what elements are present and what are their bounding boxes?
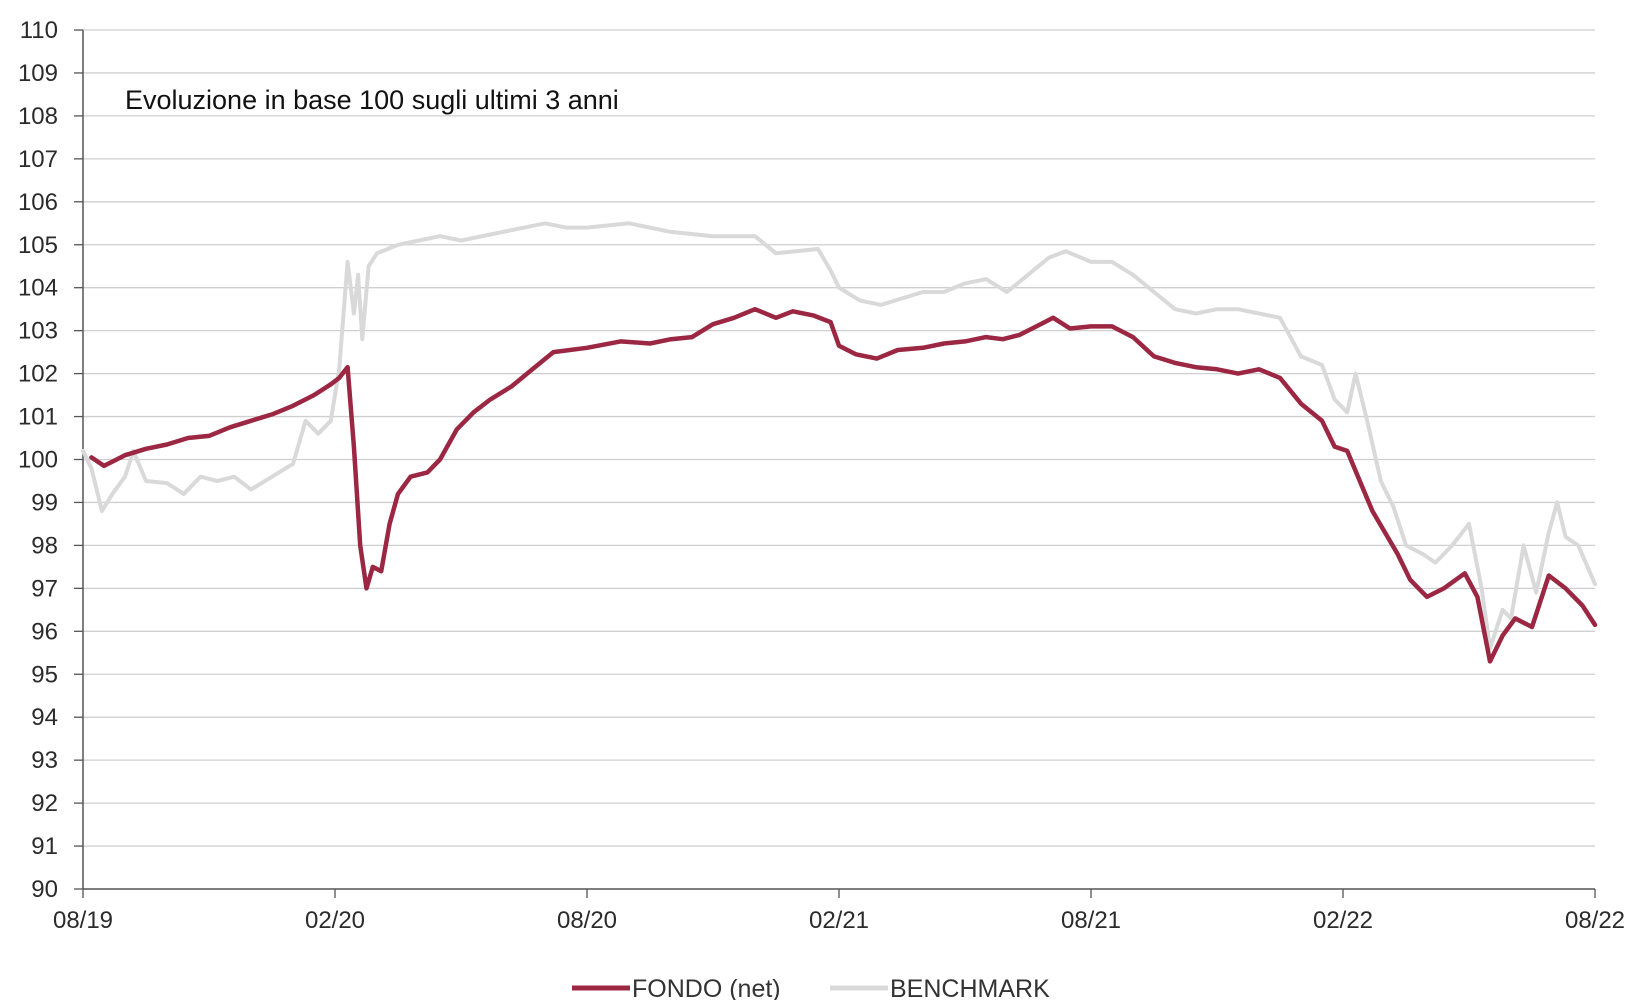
y-tick-label-98: 98 — [31, 532, 58, 559]
legend-item-benchmark: BENCHMARK — [830, 975, 1050, 1000]
series-line-benchmark — [81, 221, 1597, 651]
y-tick-label-94: 94 — [31, 704, 58, 731]
x-tick-label-02-21: 02/21 — [809, 907, 869, 934]
x-tick-label-02-22: 02/22 — [1313, 907, 1373, 934]
y-tick-label-108: 108 — [18, 103, 58, 130]
y-tick-label-91: 91 — [31, 833, 58, 860]
chart-title: Evoluzione in base 100 sugli ultimi 3 an… — [125, 85, 619, 115]
x-tick-label-08-19: 08/19 — [53, 907, 113, 934]
legend-label-fondo: FONDO (net) — [632, 975, 781, 1000]
y-tick-label-92: 92 — [31, 790, 58, 817]
x-tick-label-08-21: 08/21 — [1061, 907, 1121, 934]
x-axis-ticks — [82, 889, 1596, 898]
y-tick-label-110: 110 — [20, 17, 58, 44]
y-tick-label-106: 106 — [18, 189, 58, 216]
y-tick-label-103: 103 — [18, 318, 58, 345]
x-tick-label-08-22: 08/22 — [1565, 907, 1625, 934]
y-tick-label-101: 101 — [18, 404, 58, 431]
y-axis-labels: 90 91 92 93 94 95 96 97 98 99 100 101 102 103 104 105 10… — [18, 17, 58, 903]
series-line-fondo — [89, 306, 1598, 664]
x-tick-label-08-20: 08/20 — [557, 907, 617, 934]
y-tick-label-90: 90 — [31, 876, 58, 903]
y-tick-label-97: 97 — [31, 575, 58, 602]
y-tick-label-109: 109 — [18, 60, 58, 87]
y-tick-label-99: 99 — [31, 489, 58, 516]
legend-label-benchmark: BENCHMARK — [890, 975, 1050, 1000]
y-tick-label-107: 107 — [18, 146, 58, 173]
y-tick-label-104: 104 — [18, 275, 58, 302]
legend-item-fondo: FONDO (net) — [572, 975, 781, 1000]
y-tick-label-100: 100 — [18, 447, 58, 474]
y-tick-label-102: 102 — [18, 361, 58, 388]
x-axis-labels: 08/19 02/20 08/20 02/21 08/21 02/22 08/22 — [53, 907, 1625, 934]
series-layer — [81, 221, 1598, 664]
y-tick-label-96: 96 — [31, 618, 58, 645]
y-tick-label-95: 95 — [31, 661, 58, 688]
gridlines — [74, 29, 1595, 890]
y-tick-label-105: 105 — [18, 232, 58, 259]
y-tick-label-93: 93 — [31, 747, 58, 774]
x-tick-label-02-20: 02/20 — [305, 907, 365, 934]
legend: FONDO (net) BENCHMARK — [572, 975, 1050, 1000]
